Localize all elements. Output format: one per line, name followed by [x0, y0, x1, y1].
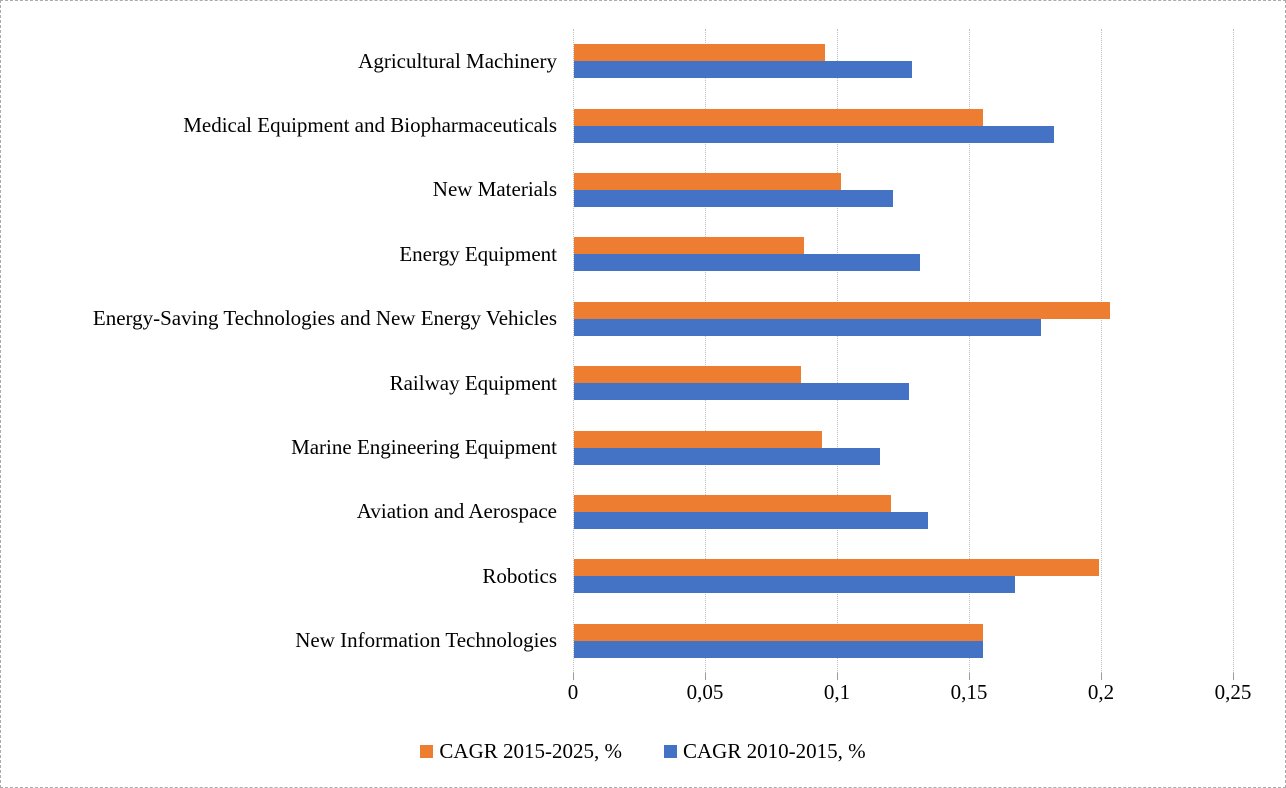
category-label: Railway Equipment — [389, 370, 557, 395]
gridline — [1233, 29, 1234, 673]
category-label: Medical Equipment and Biopharmaceuticals — [183, 113, 557, 138]
bar-cagr-2015-2025 — [574, 108, 983, 126]
bar-cagr-2010-2015 — [574, 190, 893, 207]
category-label: New Information Technologies — [295, 628, 557, 653]
x-tick-label: 0,2 — [1087, 680, 1115, 704]
bar-cagr-2015-2025 — [574, 366, 801, 384]
gridline — [705, 29, 706, 673]
axis-tick — [1233, 673, 1234, 680]
category-label: Energy-Saving Technologies and New Energ… — [92, 306, 557, 331]
axis-tick — [1101, 673, 1102, 680]
axis-tick — [837, 673, 838, 680]
bar-cagr-2015-2025 — [574, 623, 983, 641]
bar-cagr-2010-2015 — [574, 512, 928, 529]
bar-cagr-2010-2015 — [574, 640, 983, 658]
legend-swatch-icon — [420, 744, 434, 758]
bar-cagr-2015-2025 — [574, 559, 1099, 577]
bar-cagr-2010-2015 — [574, 318, 1041, 336]
bar-cagr-2010-2015 — [574, 576, 1015, 594]
gridline — [1101, 29, 1102, 673]
category-label: Marine Engineering Equipment — [291, 435, 557, 460]
bar-cagr-2015-2025 — [574, 44, 825, 62]
gridline — [573, 29, 574, 673]
legend: CAGR 2015-2025, % CAGR 2010-2015, % — [1, 739, 1285, 763]
bar-cagr-2010-2015 — [574, 61, 912, 79]
legend-label: CAGR 2015-2025, % — [439, 739, 622, 763]
legend-item: CAGR 2010-2015, % — [664, 739, 866, 763]
legend-label: CAGR 2010-2015, % — [683, 739, 866, 763]
gridline — [837, 29, 838, 673]
bar-cagr-2015-2025 — [574, 173, 841, 190]
x-tick-label: 0,1 — [823, 680, 851, 704]
category-label: Aviation and Aerospace — [356, 499, 557, 524]
bar-cagr-2015-2025 — [574, 237, 804, 255]
axis-tick — [969, 673, 970, 680]
x-tick-label: 0,15 — [950, 680, 988, 704]
bar-cagr-2015-2025 — [574, 430, 822, 448]
legend-swatch-icon — [664, 744, 677, 758]
bar-cagr-2015-2025 — [574, 495, 891, 512]
category-label: New Materials — [432, 177, 557, 202]
category-label: Energy Equipment — [399, 241, 557, 266]
bar-cagr-2010-2015 — [574, 254, 920, 272]
x-tick-label: 0,25 — [1214, 680, 1252, 704]
axis-tick — [573, 673, 574, 680]
category-label: Robotics — [482, 563, 557, 588]
gridline — [969, 29, 970, 673]
bar-cagr-2015-2025 — [574, 301, 1110, 319]
legend-item: CAGR 2015-2025, % — [420, 739, 622, 763]
axis-tick — [705, 673, 706, 680]
bar-cagr-2010-2015 — [574, 383, 909, 401]
bar-cagr-2010-2015 — [574, 447, 880, 465]
x-tick-label: 0,05 — [686, 680, 724, 704]
category-label: Agricultural Machinery — [358, 48, 557, 73]
x-tick-label: 0 — [567, 680, 579, 704]
bar-cagr-2010-2015 — [574, 125, 1054, 143]
